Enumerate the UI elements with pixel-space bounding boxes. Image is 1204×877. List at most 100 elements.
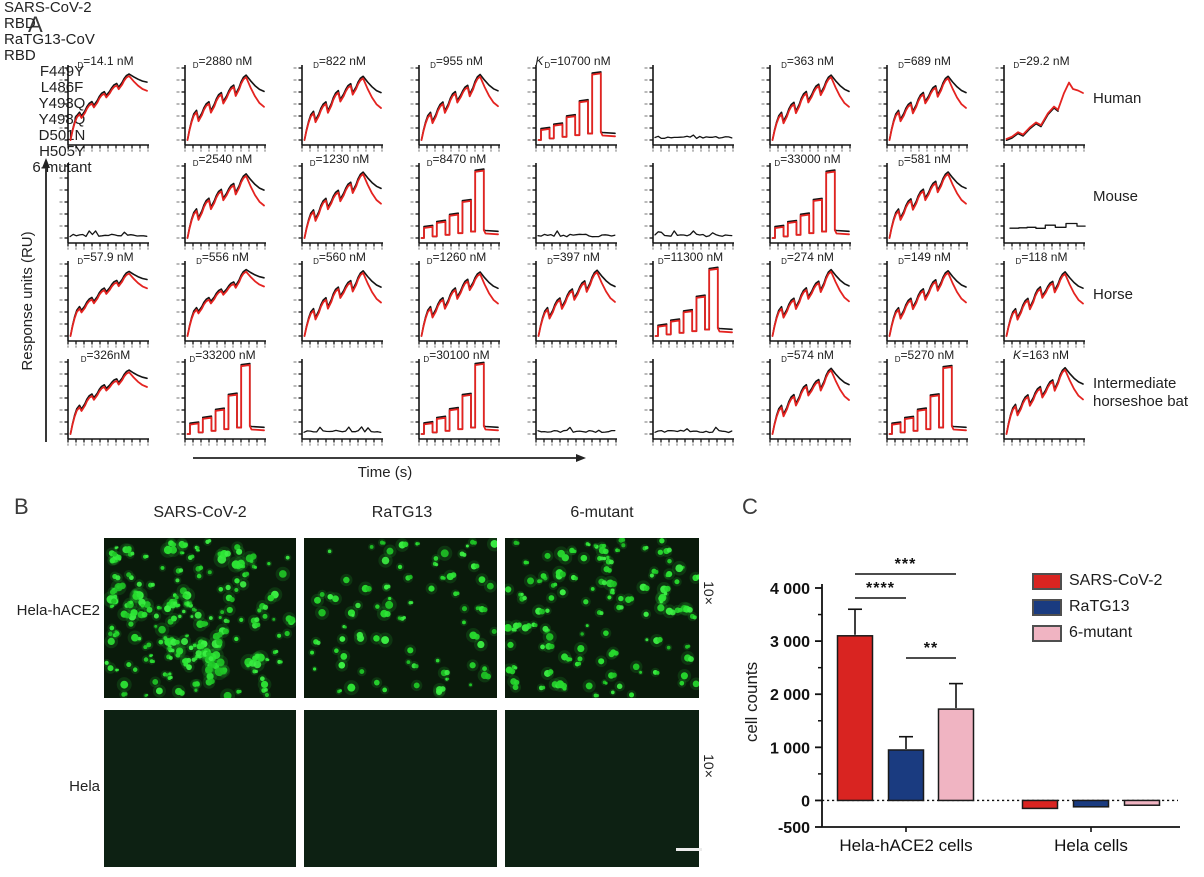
y-tick-microlabel (527, 275, 531, 277)
x-tick-microlabel (131, 149, 133, 152)
x-tick-microlabel (458, 247, 460, 250)
x-tick-microlabel (333, 443, 335, 446)
y-tick-label: 1 000 (770, 740, 810, 757)
sensorgram-plot (293, 65, 383, 152)
cell-blob (655, 670, 660, 675)
x-tick-microlabel (684, 443, 686, 446)
x-tick-microlabel (1043, 345, 1045, 348)
x-tick-microlabel (910, 345, 912, 348)
x-tick-microlabel (1059, 149, 1061, 152)
x-tick-microlabel (841, 443, 843, 446)
cell-blob (289, 616, 296, 622)
x-tick-microlabel (426, 149, 428, 152)
x-tick-microlabel (256, 443, 258, 446)
cell-blob (123, 692, 128, 696)
kd-subscript-d: D (544, 61, 551, 70)
sensorgram-plot (644, 65, 734, 152)
y-tick-microlabel (878, 67, 882, 69)
cell (692, 680, 699, 688)
fit-curve-red (654, 267, 733, 337)
data-curve-black (654, 230, 733, 238)
x-tick-microlabel (91, 149, 93, 152)
column-header-line: D501N (38, 127, 86, 144)
kd-subscript-d: D (898, 61, 904, 70)
sensorgram-cell: D=689 nM (873, 54, 971, 152)
x-tick-microlabel (551, 345, 553, 348)
x-tick-microlabel (918, 345, 920, 348)
cell-blob (474, 563, 480, 569)
x-tick-microlabel (325, 345, 327, 348)
x-tick-microlabel (668, 345, 670, 348)
y-tick-microlabel (995, 361, 999, 363)
cell (602, 556, 607, 561)
data-curve-black (1005, 271, 1084, 337)
row-label-0: Human (1093, 90, 1141, 108)
y-tick-microlabel (59, 335, 63, 337)
arrowhead-up (42, 158, 50, 168)
kd-subscript-d: D (781, 257, 787, 266)
y-tick-microlabel (761, 275, 765, 277)
x-tick-microlabel (216, 149, 218, 152)
y-tick-microlabel (59, 299, 63, 301)
x-tick-microlabel (793, 247, 795, 250)
x-tick-microlabel (248, 247, 250, 250)
data-curve-black (771, 74, 850, 141)
x-tick-microlabel (708, 443, 710, 446)
cell-blob (549, 643, 555, 650)
cell (338, 661, 346, 669)
y-tick-microlabel (761, 311, 765, 313)
sensorgram-cell (54, 152, 152, 250)
sensorgram-plot (293, 359, 383, 446)
x-tick-microlabel (801, 345, 803, 348)
kd-value: =326nM (86, 348, 131, 362)
cell (505, 623, 512, 632)
cell (260, 680, 269, 689)
y-tick-microlabel (761, 177, 765, 179)
kd-value: =955 nM (435, 54, 483, 68)
x-tick-microlabel (147, 345, 149, 348)
x-tick-microlabel (1067, 345, 1069, 348)
x-tick-microlabel (418, 149, 420, 152)
kd-value: =118 nM (1021, 250, 1068, 264)
x-tick-microlabel (700, 443, 702, 446)
x-tick-microlabel (1083, 443, 1085, 446)
significance-stars: **** (866, 580, 895, 597)
y-tick-microlabel (995, 397, 999, 399)
x-tick-microlabel (660, 247, 662, 250)
cell (557, 549, 565, 558)
cell (111, 598, 117, 604)
x-tick-microlabel (708, 345, 710, 348)
x-tick-microlabel (264, 443, 266, 446)
kd-label: D=11300 nM (645, 250, 735, 266)
x-tick-microlabel (958, 247, 960, 250)
x-tick-microlabel (684, 149, 686, 152)
cell-blob (116, 668, 120, 672)
row-label-2: Horse (1093, 286, 1133, 304)
cell (218, 615, 222, 620)
fit-curve-red (537, 72, 616, 141)
x-tick-microlabel (147, 443, 149, 446)
x-tick-microlabel (1035, 149, 1037, 152)
sensorgram-cell: D=955 nM (405, 54, 503, 152)
y-tick-microlabel (59, 385, 63, 387)
sensorgram-plot (410, 65, 500, 152)
kd-value: =1230 nM (315, 152, 370, 166)
x-tick-microlabel (1003, 443, 1005, 446)
cell-blob (193, 608, 197, 612)
x-tick-microlabel (99, 247, 101, 250)
x-tick-microlabel (333, 345, 335, 348)
kd-subscript-d: D (426, 257, 433, 266)
cell-blob (116, 546, 119, 549)
kd-value: =33200 nM (195, 348, 256, 362)
image-row-label-1: Hela (69, 778, 100, 795)
cell-blob (119, 582, 126, 590)
cell-blob (200, 620, 207, 628)
cell (174, 595, 179, 600)
kd-value: =574 nM (786, 348, 834, 362)
x-tick-microlabel (458, 443, 460, 446)
x-tick-microlabel (692, 443, 694, 446)
x-tick-microlabel (591, 149, 593, 152)
x-tick-microlabel (724, 149, 726, 152)
x-tick-microlabel (777, 247, 779, 250)
x-tick-microlabel (434, 443, 436, 446)
